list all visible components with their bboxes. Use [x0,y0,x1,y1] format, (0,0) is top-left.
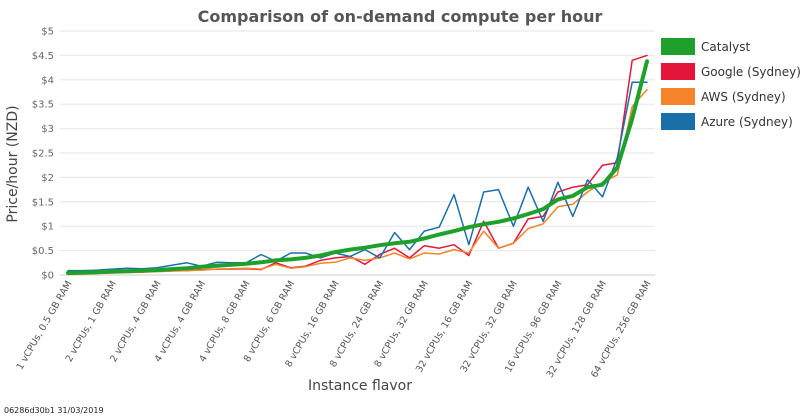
y-tick-label: $1.5 [32,197,54,208]
series-lines [66,54,649,276]
y-tick-label: $1 [41,222,54,233]
footnote: 06286d30b1 31/03/2019 [4,406,104,415]
chart-title: Comparison of on-demand compute per hour [198,7,603,26]
legend-label-aws-sydney: AWS (Sydney) [701,90,786,104]
y-axis-title: Price/hour (NZD) [5,105,21,222]
x-tick-label: 4 vCPUs, 4 GB RAM [153,279,208,364]
legend-label-google-sydney: Google (Sydney) [701,65,800,79]
legend-swatch-google-sydney [661,63,695,80]
legend-label-azure-sydney: Azure (Sydney) [701,115,793,129]
x-axis-title: Instance flavor [308,378,412,394]
y-tick-label: $0.5 [32,246,54,257]
x-tick-label: 2 vCPUs, 4 GB RAM [108,279,163,364]
x-tick-label: 4 vCPUs, 8 GB RAM [197,279,252,364]
legend-swatch-azure-sydney [661,113,695,130]
legend: Catalyst Google (Sydney) AWS (Sydney) Azure… [661,38,800,130]
legend-swatch-catalyst [661,38,695,55]
y-tick-label: $3.5 [32,100,54,111]
y-axis-ticks: $0 $0.5 $1 $1.5 $2 $2.5 $3 $3.5 $4 $4.5 $5 [32,27,54,282]
y-tick-label: $5 [41,27,54,38]
y-tick-label: $3 [41,124,54,135]
y-tick-label: $2.5 [32,149,54,160]
x-tick-label: 8 vCPUs, 6 GB RAM [242,279,297,364]
x-tick-label: 2 vCPUs, 1 GB RAM [64,279,119,364]
y-tick-label: $4 [41,75,54,86]
grid-lines [60,30,655,276]
legend-label-catalyst: Catalyst [701,40,750,54]
y-tick-label: $2 [41,173,54,184]
legend-swatch-aws-sydney [661,88,695,105]
y-tick-label: $4.5 [32,51,54,62]
series-line-google-sydney [67,54,648,275]
series-line-azure-sydney [67,81,648,272]
y-tick-label: $0 [41,271,54,282]
series-line-catalyst [66,59,649,275]
